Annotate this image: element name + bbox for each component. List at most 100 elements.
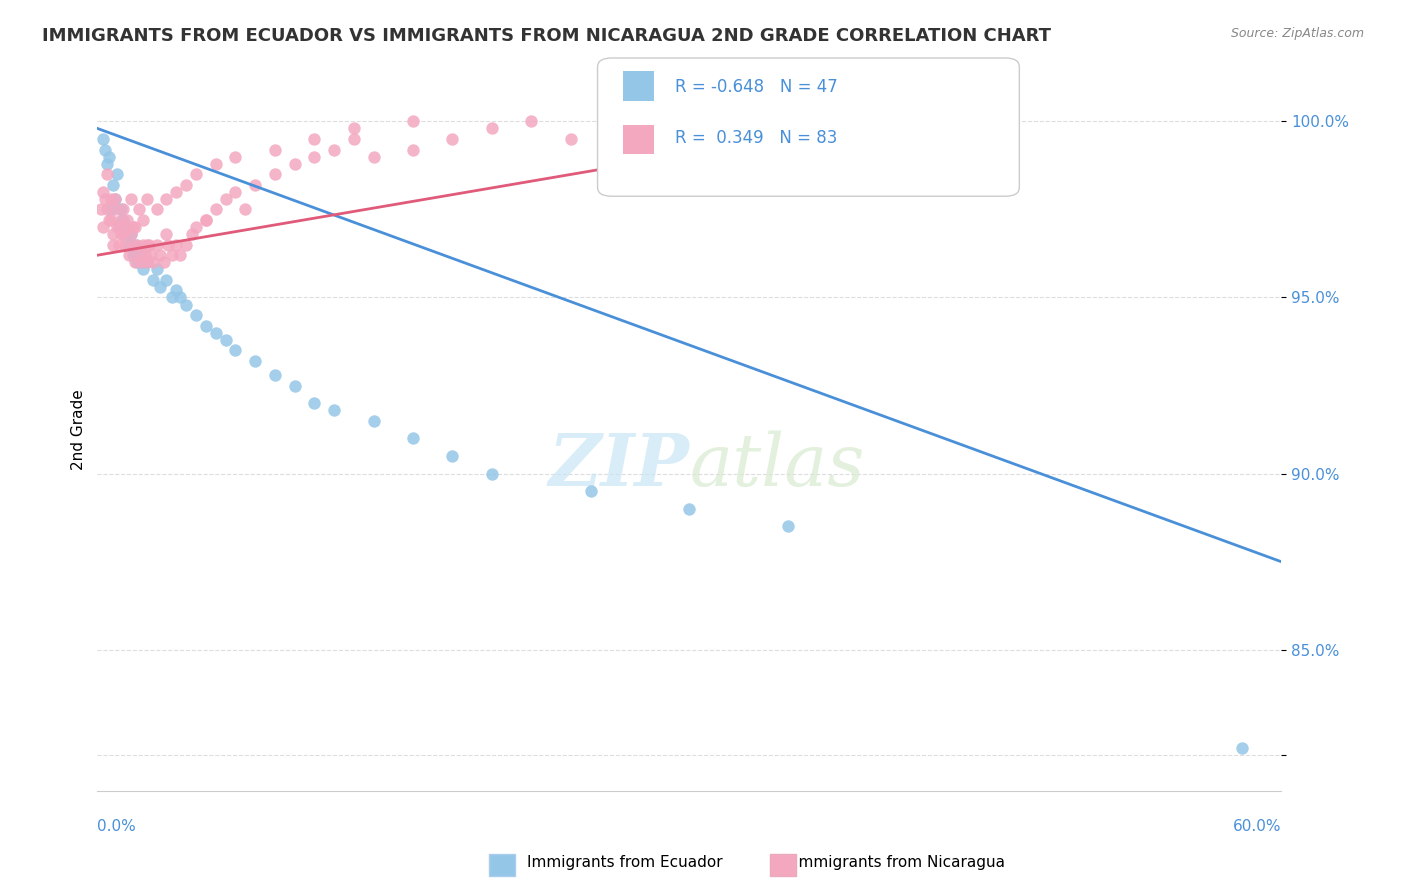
Point (165, 284, 187, 298)
Point (145, 237, 167, 252)
Point (402, 143, 425, 157)
Point (145, 262, 167, 277)
Text: atlas: atlas (689, 431, 865, 501)
Text: R =  0.349   N = 83: R = 0.349 N = 83 (675, 129, 837, 147)
Text: 60.0%: 60.0% (1233, 819, 1281, 834)
Point (139, 248, 162, 262)
Point (343, 132, 366, 146)
Point (101, 178, 124, 192)
Text: Immigrants from Nicaragua: Immigrants from Nicaragua (794, 855, 1005, 870)
Point (118, 248, 141, 262)
Point (94, 143, 117, 157)
Point (135, 237, 157, 252)
Point (441, 449, 464, 463)
Point (115, 220, 138, 235)
Point (174, 178, 197, 192)
Text: ZIP: ZIP (548, 430, 689, 501)
Point (162, 290, 184, 304)
Point (132, 262, 155, 277)
Point (284, 378, 307, 392)
Point (363, 150, 385, 164)
Point (121, 220, 143, 235)
Point (402, 431, 425, 445)
Point (110, 227, 132, 241)
Point (98, 213, 121, 227)
Point (304, 132, 326, 146)
Point (194, 318, 217, 333)
Point (108, 237, 131, 252)
Point (304, 396, 326, 410)
Point (111, 227, 134, 241)
Point (110, 213, 132, 227)
Point (204, 202, 226, 217)
Point (104, 202, 127, 217)
Point (125, 237, 148, 252)
Point (108, 220, 131, 235)
Point (149, 280, 172, 294)
Point (134, 248, 156, 262)
Point (264, 143, 287, 157)
Point (104, 192, 127, 206)
Point (233, 202, 256, 217)
Point (402, 114, 425, 128)
Point (111, 202, 134, 217)
Point (776, 519, 799, 533)
Point (91, 132, 114, 146)
Point (128, 202, 150, 217)
Point (96, 167, 118, 181)
Point (115, 220, 138, 235)
Point (124, 237, 146, 252)
Point (157, 237, 180, 252)
Point (91, 185, 114, 199)
Point (224, 185, 246, 199)
Point (204, 156, 226, 170)
Point (155, 273, 177, 287)
Point (132, 237, 155, 252)
Point (224, 150, 246, 164)
Point (135, 192, 157, 206)
Point (169, 290, 191, 304)
Point (149, 248, 172, 262)
Point (481, 121, 503, 136)
Point (520, 114, 543, 128)
Point (129, 244, 152, 259)
Point (169, 248, 191, 262)
Point (129, 255, 152, 269)
Point (120, 192, 142, 206)
Point (142, 255, 165, 269)
Point (124, 255, 146, 269)
Text: IMMIGRANTS FROM ECUADOR VS IMMIGRANTS FROM NICARAGUA 2ND GRADE CORRELATION CHART: IMMIGRANTS FROM ECUADOR VS IMMIGRANTS FR… (42, 27, 1052, 45)
Point (145, 202, 167, 217)
Text: Immigrants from Ecuador: Immigrants from Ecuador (527, 855, 723, 870)
Point (194, 213, 217, 227)
Point (184, 167, 207, 181)
Point (105, 167, 128, 181)
Point (100, 192, 122, 206)
Point (323, 403, 346, 417)
Point (100, 213, 122, 227)
Point (132, 213, 155, 227)
Point (284, 156, 307, 170)
Point (243, 178, 266, 192)
Point (162, 248, 184, 262)
Y-axis label: 2nd Grade: 2nd Grade (72, 389, 86, 470)
Point (114, 227, 136, 241)
Point (181, 227, 204, 241)
Point (264, 368, 287, 382)
Point (481, 467, 503, 481)
Point (224, 343, 246, 358)
Point (111, 213, 134, 227)
Point (128, 248, 150, 262)
Point (678, 501, 700, 516)
Point (110, 202, 132, 217)
Point (138, 237, 160, 252)
Point (91, 220, 114, 235)
Point (135, 255, 157, 269)
Point (121, 248, 143, 262)
Point (1230, 741, 1253, 756)
Point (96, 202, 118, 217)
Point (114, 237, 136, 252)
Text: 0.0%: 0.0% (97, 819, 136, 834)
Point (115, 213, 138, 227)
Point (108, 220, 131, 235)
